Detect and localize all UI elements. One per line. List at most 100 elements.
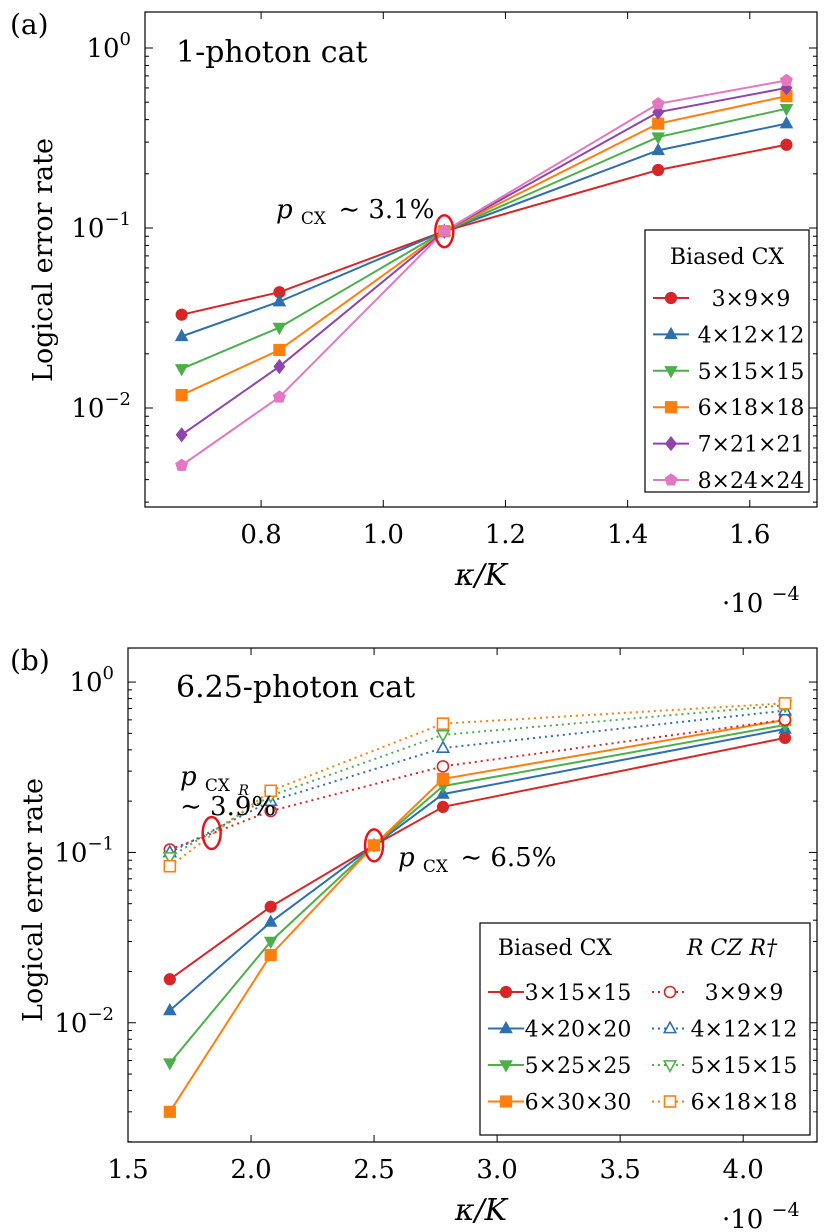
chart-title-b: 6.25-photon cat — [176, 670, 415, 705]
annotation-threshold-b-value: ∼ 6.5% — [460, 843, 556, 873]
legend-a-swatch-marker — [664, 326, 678, 340]
annotation-threshold-a-value: ∼ 3.1% — [338, 195, 434, 225]
threshold-ellipse-a-0 — [434, 213, 455, 249]
threshold-ellipse-b-0 — [201, 815, 222, 851]
legend-b-entry-label: 5×25×25 — [525, 1054, 632, 1079]
y-tick-label-base: 10 — [54, 838, 87, 868]
data-point-b-0-3 — [436, 800, 450, 814]
data-point-a-4-0 — [175, 427, 188, 443]
legend-a: Biased CX 3×9×9 4×12×12 5×15×15 6×18×18 7×21… — [644, 229, 810, 494]
legend-b-swatch-marker — [499, 1060, 513, 1073]
data-point-a-4-1 — [273, 358, 286, 375]
plot-frame-b — [127, 647, 818, 1143]
legend-b-entry-label: 6×30×30 — [525, 1091, 632, 1116]
legend-a-entry-label: 8×24×24 — [698, 469, 805, 494]
y-axis-label-a: Logical error rate — [28, 138, 59, 382]
x-axis-label-b: κ/K — [454, 1193, 509, 1228]
series-line-b-4 — [169, 718, 786, 851]
annotation-threshold-b-r-line1: p CX R — [180, 762, 249, 799]
y-tick-label: 100 — [69, 663, 114, 698]
data-point-b-0-0 — [163, 973, 176, 986]
threshold-markers-b — [201, 815, 385, 863]
series-line-b-6 — [169, 704, 786, 858]
y-tick-label-base: 10 — [69, 668, 102, 698]
legend-a-swatch-marker — [664, 473, 678, 486]
data-point-b-3-1 — [264, 948, 277, 962]
y-tick-label-base: 10 — [71, 214, 104, 244]
data-point-a-1-0 — [174, 328, 189, 342]
legend-title-a: Biased CX — [670, 245, 785, 270]
legend-a-entry-label: 5×15×15 — [698, 360, 805, 385]
x-tick-label: 4.0 — [722, 1155, 763, 1185]
data-point-b-0-4 — [778, 731, 792, 745]
data-point-b-5-2 — [435, 740, 451, 753]
plot-frame-a — [144, 11, 818, 508]
y-tick-label: 10−2 — [71, 389, 131, 424]
x-multiplier-a: ·10 −4 — [722, 583, 800, 619]
legend-b-swatch-marker — [662, 1060, 678, 1073]
y-tick-label: 100 — [86, 29, 131, 64]
panel-b: (b) 6.25-photon cat Logical error rate κ… — [10, 644, 818, 1232]
annotation-threshold-b-r-line2: ∼ 3.9% — [180, 792, 276, 822]
y-tick-label-base: 10 — [71, 394, 104, 424]
y-tick-label: 10−1 — [54, 833, 114, 868]
annotation-threshold-a: p CX ∼ 3.1% — [276, 195, 434, 231]
threshold-ellipse-b-1 — [363, 828, 385, 863]
legend-b-swatch-marker — [499, 985, 513, 999]
data-point-b-4-2 — [436, 760, 450, 773]
y-tick-label-exp: −1 — [104, 209, 131, 230]
panel-label-a: (a) — [10, 8, 49, 41]
legend-a-entry-label: 7×21×21 — [698, 433, 805, 458]
x-multiplier-a-base: ·10 — [722, 589, 763, 619]
data-point-b-1-1 — [263, 914, 278, 927]
chart-title-a: 1-photon cat — [176, 35, 368, 70]
data-point-b-3-2 — [367, 839, 381, 852]
annotation-threshold-b-symbol: p — [398, 843, 415, 873]
legend-a-entry-label: 4×12×12 — [698, 323, 805, 348]
data-point-a-0-0 — [175, 308, 188, 321]
panel-a: (a) 1-photon cat Logical error rate κ/K … — [10, 8, 818, 619]
data-point-a-2-1 — [272, 322, 287, 336]
data-point-b-6-0 — [162, 852, 177, 865]
panel-label-b: (b) — [10, 644, 50, 677]
x-axis-label-a: κ/K — [454, 558, 509, 593]
data-point-b-7-0 — [163, 859, 177, 873]
data-point-a-5-1 — [272, 390, 286, 403]
annotation-threshold-b-r-subsub: R — [237, 783, 249, 799]
legend-b-entry-label: 3×15×15 — [525, 981, 632, 1006]
x-tick-label: 1.5 — [107, 1155, 148, 1185]
data-point-b-2-1 — [263, 936, 278, 950]
data-point-b-1-0 — [163, 1002, 177, 1016]
data-point-a-1-1 — [272, 294, 287, 307]
data-point-a-2-4 — [779, 103, 794, 117]
y-tick-label-exp: −2 — [87, 1004, 114, 1025]
annotation-threshold-b-r-sub: CX — [205, 776, 231, 796]
legend-b-swatch-marker — [663, 985, 677, 999]
annotation-threshold-a-sub: CX — [301, 209, 327, 229]
y-tick-label-base: 10 — [86, 34, 119, 64]
data-point-b-3-3 — [436, 772, 450, 786]
x-tick-label: 1.0 — [363, 520, 404, 550]
data-point-a-2-0 — [174, 364, 189, 377]
series-line-b-5 — [169, 709, 786, 854]
annotation-threshold-a-symbol: p — [276, 195, 293, 225]
legend-a-entry-label: 6×18×18 — [698, 396, 805, 421]
x-tick-label: 1.4 — [607, 520, 648, 550]
legend-b: Biased CX R CZ R† 3×15×15 4×20×20 5×25×25 6… — [479, 922, 811, 1136]
y-axis-label-b: Logical error rate — [18, 778, 49, 1022]
data-point-b-4-3 — [778, 713, 792, 727]
x-multiplier-b-base: ·10 — [722, 1205, 763, 1232]
legend-b-entry-label: 5×15×15 — [691, 1054, 798, 1079]
data-point-b-7-2 — [436, 717, 450, 730]
series-markers-b — [162, 697, 793, 1118]
x-tick-label: 3.5 — [599, 1155, 640, 1185]
legend-b-entry-label: 4×20×20 — [525, 1018, 632, 1043]
x-tick-label: 1.2 — [485, 520, 526, 550]
y-tick-label-base: 10 — [54, 1009, 87, 1039]
data-point-b-3-0 — [163, 1105, 176, 1118]
data-point-b-7-3 — [778, 697, 792, 710]
legend-b-entry-label: 3×9×9 — [705, 981, 784, 1006]
data-point-a-0-4 — [780, 138, 793, 151]
data-point-a-3-3 — [652, 117, 665, 130]
